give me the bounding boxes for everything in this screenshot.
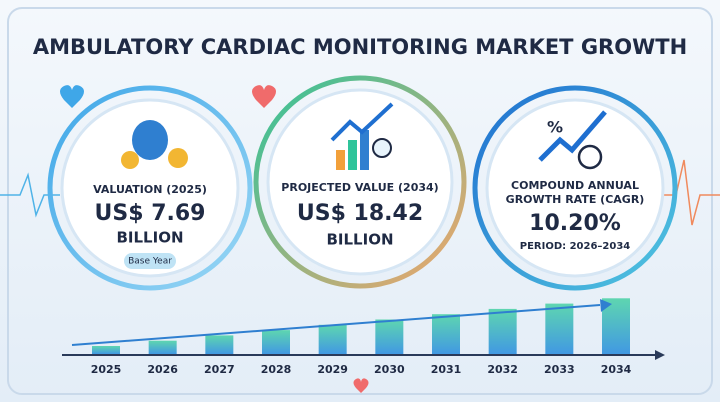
card-label: PROJECTED VALUE (2034) <box>281 181 438 194</box>
coin-icon <box>168 148 188 168</box>
year-label: 2027 <box>204 363 235 376</box>
decorative-bar <box>205 335 234 354</box>
timeline: 2025 2026 2027 2028 2029 2030 2031 2032 2033 2034 <box>91 298 632 376</box>
icon-bar <box>360 130 369 170</box>
year-label: 2025 <box>91 363 122 376</box>
card <box>60 98 240 278</box>
card <box>485 98 665 278</box>
decorative-bar <box>318 324 347 354</box>
card-label-line: GROWTH RATE (CAGR) <box>506 193 645 206</box>
card-value: 10.20% <box>529 211 621 236</box>
heart-icon <box>353 378 369 393</box>
coin-icon <box>121 151 139 169</box>
heart-icon <box>60 85 84 108</box>
card-ring <box>253 75 467 289</box>
year-label: 2034 <box>601 363 632 376</box>
year-label: 2033 <box>544 363 575 376</box>
trend-icon <box>330 102 394 142</box>
clock-icon <box>577 144 603 170</box>
card-ring <box>472 85 678 291</box>
icon-bar <box>348 140 357 170</box>
badge <box>124 253 176 269</box>
year-label: 2032 <box>487 363 518 376</box>
card-label-line: COMPOUND ANNUAL <box>511 179 639 192</box>
card-label: VALUATION (2025) <box>93 183 207 196</box>
decorative-bar <box>92 346 120 354</box>
decorative-bar <box>375 319 404 354</box>
icon-bar <box>336 150 345 170</box>
decorative-bar <box>262 330 290 354</box>
frame <box>7 7 713 395</box>
ecg-line <box>0 172 60 218</box>
year-label: 2030 <box>374 363 405 376</box>
card <box>266 88 454 276</box>
decorative-bar <box>488 308 517 354</box>
card-value: US$ 7.69 <box>95 201 206 226</box>
magnifier-icon <box>372 138 392 158</box>
trend-icon <box>538 110 607 162</box>
card-note: PERIOD: 2026–2034 <box>520 241 631 252</box>
card-ring <box>47 85 253 291</box>
year-label: 2026 <box>147 363 178 376</box>
card-unit: BILLION <box>326 231 393 249</box>
axis-arrow <box>655 350 665 360</box>
decorative-bar <box>545 303 574 354</box>
card-unit: BILLION <box>116 229 183 247</box>
decorative-bar <box>432 314 460 354</box>
year-label: 2029 <box>317 363 348 376</box>
trend-arrow <box>600 299 612 312</box>
heart-icon <box>252 85 276 108</box>
decorative-bar <box>148 340 177 354</box>
money-bag-icon <box>132 120 168 160</box>
card-value: US$ 18.42 <box>297 201 423 226</box>
year-label: 2028 <box>261 363 292 376</box>
badge-text: Base Year <box>128 257 172 267</box>
title: AMBULATORY CARDIAC MONITORING MARKET GRO… <box>33 35 687 59</box>
year-label: 2031 <box>431 363 462 376</box>
percent-icon: % <box>547 118 563 137</box>
trend-line <box>71 304 601 346</box>
